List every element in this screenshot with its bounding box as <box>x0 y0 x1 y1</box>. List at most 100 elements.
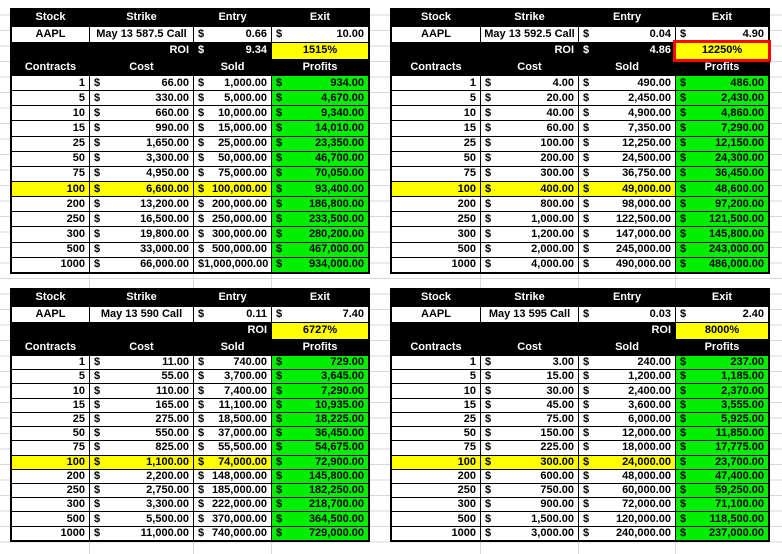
cell-cost[interactable]: $66,000.00 <box>90 257 193 272</box>
cell-cost[interactable]: $30.00 <box>481 384 578 398</box>
cell-profits[interactable]: $5,925.00 <box>676 412 768 427</box>
cell-profits[interactable]: $12,150.00 <box>676 136 768 151</box>
cell-sold[interactable]: $12,000.00 <box>579 427 675 441</box>
cell-sold[interactable]: $147,000.00 <box>579 227 675 242</box>
cell-contracts[interactable]: 1000 <box>12 257 89 272</box>
cell-contracts[interactable]: 50 <box>392 427 480 441</box>
cell-profits[interactable]: $14,010.00 <box>272 121 368 136</box>
cell-contracts[interactable]: 250 <box>12 212 89 227</box>
cell-contracts[interactable]: 75 <box>12 166 89 181</box>
cell-cost[interactable]: $66.00 <box>90 76 193 91</box>
cell-sold[interactable]: $98,000.00 <box>579 197 675 212</box>
cell-contracts[interactable]: 50 <box>12 427 89 441</box>
cell-profits[interactable]: $145,800.00 <box>272 469 368 483</box>
cell-profits[interactable]: $23,350.00 <box>272 136 368 151</box>
cell-contracts[interactable]: 75 <box>12 441 89 455</box>
cell-contracts[interactable]: 25 <box>392 412 480 427</box>
cell-sold[interactable]: $250,000.00 <box>194 212 271 227</box>
cell-roi-percent[interactable]: 6727% <box>272 323 368 339</box>
cell-contracts[interactable]: 300 <box>392 498 480 512</box>
cell-sold[interactable]: $6,000.00 <box>579 412 675 427</box>
cell-profits[interactable]: $486.00 <box>676 76 768 91</box>
cell-exit[interactable]: $4.90 <box>676 26 768 42</box>
cell-profits[interactable]: $97,200.00 <box>676 197 768 212</box>
cell-cost[interactable]: $200.00 <box>481 151 578 166</box>
cell-sold[interactable]: $5,000.00 <box>194 91 271 106</box>
cell-sold[interactable]: $7,350.00 <box>579 121 675 136</box>
cell-cost[interactable]: $2,000.00 <box>481 242 578 257</box>
cell-cost[interactable]: $990.00 <box>90 121 193 136</box>
cell-sold[interactable]: $24,000.00 <box>579 455 675 469</box>
cell-profits[interactable]: $145,800.00 <box>676 227 768 242</box>
cell-contracts[interactable]: 1 <box>392 76 480 91</box>
cell-contracts[interactable]: 500 <box>12 242 89 257</box>
cell-contracts[interactable]: 300 <box>392 227 480 242</box>
cell-profits[interactable]: $10,935.00 <box>272 398 368 412</box>
cell-cost[interactable]: $3,300.00 <box>90 498 193 512</box>
cell-roi-percent[interactable]: 12250% <box>673 40 771 62</box>
cell-cost[interactable]: $4,000.00 <box>481 257 578 272</box>
cell-sold[interactable]: $37,000.00 <box>194 427 271 441</box>
cell-cost[interactable]: $15.00 <box>481 370 578 384</box>
cell-profits[interactable]: $93,400.00 <box>272 181 368 197</box>
cell-sold[interactable]: $2,450.00 <box>579 91 675 106</box>
cell-profits[interactable]: $23,700.00 <box>676 455 768 469</box>
cell-cost[interactable]: $550.00 <box>90 427 193 441</box>
cell-cost[interactable]: $40.00 <box>481 106 578 121</box>
cell-cost[interactable]: $6,600.00 <box>90 181 193 197</box>
cell-contracts[interactable]: 250 <box>12 483 89 498</box>
cell-cost[interactable]: $2,200.00 <box>90 469 193 483</box>
cell-profits[interactable]: $7,290.00 <box>272 384 368 398</box>
cell-cost[interactable]: $1,650.00 <box>90 136 193 151</box>
cell-cost[interactable]: $5,500.00 <box>90 512 193 526</box>
cell-cost[interactable]: $100.00 <box>481 136 578 151</box>
cell-profits[interactable]: $4,670.00 <box>272 91 368 106</box>
cell-sold[interactable]: $240.00 <box>579 356 675 370</box>
cell-sold[interactable]: $3,600.00 <box>579 398 675 412</box>
cell-cost[interactable]: $275.00 <box>90 412 193 427</box>
cell-cost[interactable]: $75.00 <box>481 412 578 427</box>
cell-roi-percent[interactable]: 1515% <box>272 43 368 59</box>
cell-profits[interactable]: $36,450.00 <box>272 427 368 441</box>
cell-sold[interactable]: $36,750.00 <box>579 166 675 181</box>
cell-sold[interactable]: $1,000.00 <box>194 76 271 91</box>
cell-contracts[interactable]: 100 <box>392 181 480 197</box>
cell-cost[interactable]: $20.00 <box>481 91 578 106</box>
cell-cost[interactable]: $4.00 <box>481 76 578 91</box>
cell-cost[interactable]: $3.00 <box>481 356 578 370</box>
cell-profits[interactable]: $934,000.00 <box>272 257 368 272</box>
cell-contracts[interactable]: 500 <box>12 512 89 526</box>
cell-sold[interactable]: $15,000.00 <box>194 121 271 136</box>
cell-strike[interactable]: May 13 595 Call <box>481 306 578 322</box>
cell-cost[interactable]: $900.00 <box>481 498 578 512</box>
cell-cost[interactable]: $1,500.00 <box>481 512 578 526</box>
cell-contracts[interactable]: 75 <box>392 166 480 181</box>
cell-sold[interactable]: $100,000.00 <box>194 181 271 197</box>
cell-contracts[interactable]: 1 <box>392 356 480 370</box>
cell-contracts[interactable]: 10 <box>12 384 89 398</box>
cell-contracts[interactable]: 5 <box>392 370 480 384</box>
cell-cost[interactable]: $165.00 <box>90 398 193 412</box>
cell-sold[interactable]: $200,000.00 <box>194 197 271 212</box>
cell-profits[interactable]: $233,500.00 <box>272 212 368 227</box>
cell-sold[interactable]: $1,000,000.00 <box>194 257 271 272</box>
cell-contracts[interactable]: 200 <box>12 197 89 212</box>
cell-sold[interactable]: $1,200.00 <box>579 370 675 384</box>
cell-sold[interactable]: $75,000.00 <box>194 166 271 181</box>
cell-profits[interactable]: $118,500.00 <box>676 512 768 526</box>
cell-profits[interactable]: $54,675.00 <box>272 441 368 455</box>
cell-cost[interactable]: $225.00 <box>481 441 578 455</box>
cell-sold[interactable]: $60,000.00 <box>579 483 675 498</box>
cell-cost[interactable]: $4,950.00 <box>90 166 193 181</box>
cell-contracts[interactable]: 5 <box>12 91 89 106</box>
cell-profits[interactable]: $486,000.00 <box>676 257 768 272</box>
cell-exit[interactable]: $7.40 <box>272 306 368 322</box>
cell-profits[interactable]: $1,185.00 <box>676 370 768 384</box>
cell-profits[interactable]: $48,600.00 <box>676 181 768 197</box>
cell-contracts[interactable]: 10 <box>392 106 480 121</box>
cell-exit[interactable]: $10.00 <box>272 26 368 42</box>
cell-contracts[interactable]: 50 <box>12 151 89 166</box>
cell-contracts[interactable]: 500 <box>392 242 480 257</box>
cell-profits[interactable]: $7,290.00 <box>676 121 768 136</box>
cell-profits[interactable]: $182,250.00 <box>272 483 368 498</box>
